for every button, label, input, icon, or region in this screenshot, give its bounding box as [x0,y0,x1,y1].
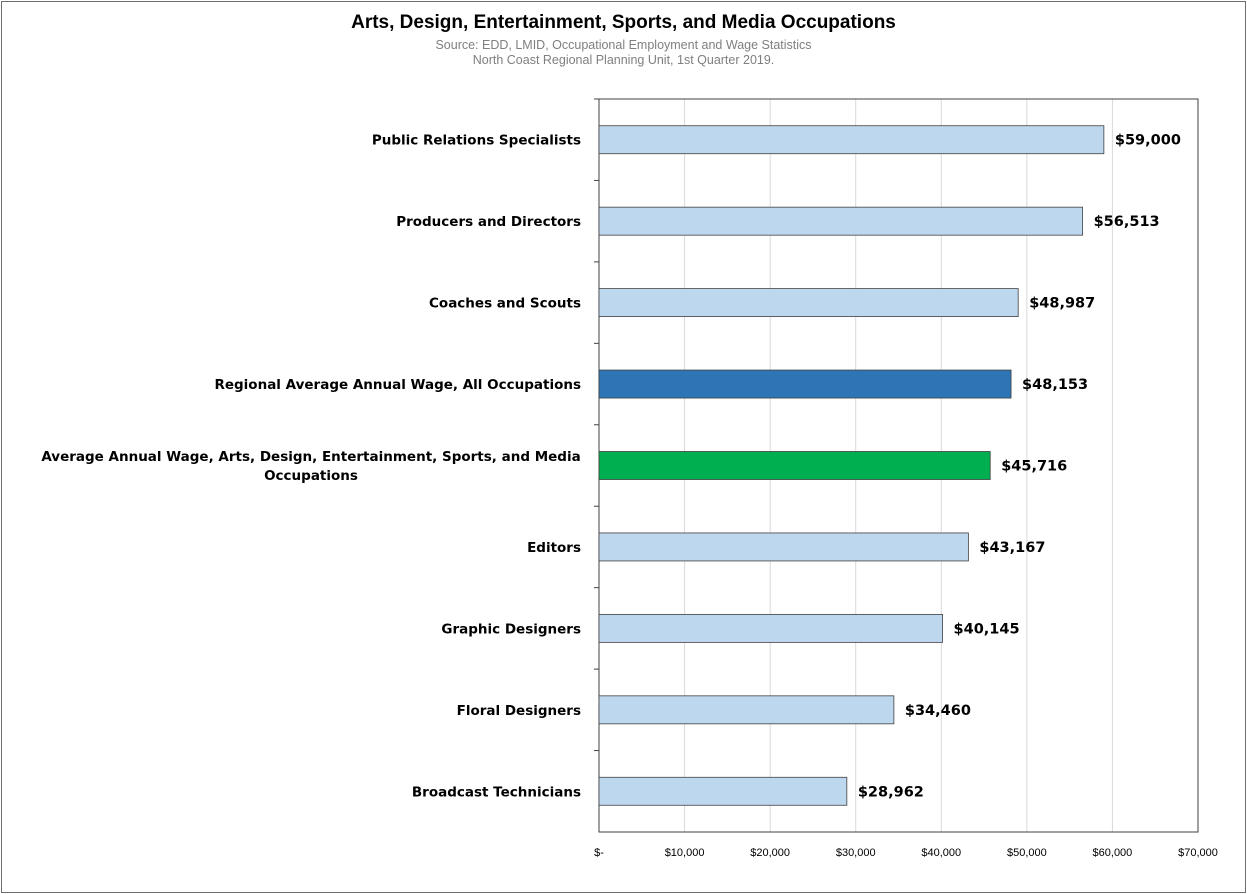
data-label: $48,153 [1022,377,1088,393]
data-label: $45,716 [1001,459,1067,475]
data-label: $34,460 [905,703,971,719]
data-label: $56,513 [1094,214,1160,230]
x-tick-label: $40,000 [921,847,961,859]
category-label: Graphic Designers [441,621,581,637]
data-label: $59,000 [1115,133,1181,149]
x-tick-label: $50,000 [1007,847,1047,859]
data-label: $43,167 [979,540,1045,556]
bar [598,613,943,643]
data-label: $28,962 [858,784,924,800]
chart-title: Arts, Design, Entertainment, Sports, and… [351,12,896,33]
bar [598,695,895,725]
data-label: $48,987 [1029,296,1095,312]
category-label: Public Relations Specialists [372,133,581,149]
x-tick-label: $20,000 [750,847,790,859]
bar [598,206,1083,236]
category-label: Editors [527,540,581,556]
category-label: Producers and Directors [396,214,581,230]
bar [598,776,848,806]
bar [598,125,1105,155]
data-label: $40,145 [954,621,1020,637]
category-label: Average Annual Wage, Arts, Design, Enter… [41,449,580,465]
x-tick-label: $60,000 [1093,847,1133,859]
category-label: Coaches and Scouts [429,296,581,312]
chart-subtitle-line-1: Source: EDD, LMID, Occupational Employme… [435,38,812,52]
bar [598,451,991,480]
chart-subtitle-line-2: North Coast Regional Planning Unit, 1st … [472,53,775,67]
x-tick-label: $10,000 [665,847,705,859]
category-label: Floral Designers [457,703,581,719]
category-label: Regional Average Annual Wage, All Occupa… [214,377,581,393]
category-label: Broadcast Technicians [412,784,581,800]
x-tick-label: $- [594,847,604,859]
bar [598,288,1019,318]
category-label: Occupations [264,468,358,484]
bar [598,369,1012,399]
x-tick-label: $30,000 [836,847,876,859]
bar [598,532,969,562]
x-tick-label: $70,000 [1178,847,1218,859]
